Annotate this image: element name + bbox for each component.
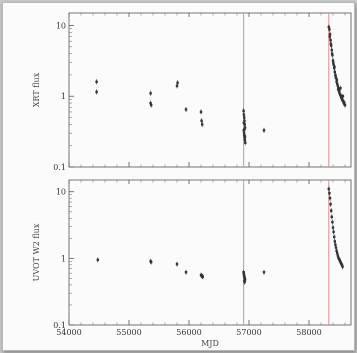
top-data-point xyxy=(199,110,203,114)
top-data-point xyxy=(201,123,204,126)
bottom-xtick-label: 56000 xyxy=(176,328,201,337)
top-data-point xyxy=(243,123,246,126)
top-data-point xyxy=(342,101,346,104)
top-data-point xyxy=(339,86,342,90)
top-panel-frame xyxy=(68,12,352,168)
bottom-data-point xyxy=(338,258,341,262)
bottom-ytick-label: 0.1 xyxy=(53,321,66,330)
top-ytick-label: 0.1 xyxy=(53,163,66,172)
bottom-data-point xyxy=(330,209,333,212)
top-data-point xyxy=(343,103,347,107)
bottom-data-point xyxy=(242,271,245,275)
top-data-point xyxy=(149,92,152,95)
figure-frame: 0.1 1 10 XRT flux 0.1 1 10 54000 55000 56000 57000… xyxy=(2,2,355,351)
top-data-point xyxy=(243,135,247,138)
bottom-xlabel: MJD xyxy=(201,339,219,348)
top-data-point xyxy=(338,90,341,94)
top-data-point xyxy=(243,128,246,131)
top-data-point xyxy=(327,25,330,29)
bottom-data-point xyxy=(335,249,338,252)
bottom-data-point xyxy=(328,192,331,195)
top-ylabel: XRT flux xyxy=(32,72,41,107)
bottom-data-point xyxy=(243,280,246,284)
top-data-point xyxy=(244,141,247,144)
bottom-data-point xyxy=(332,230,335,234)
top-data-point xyxy=(150,103,153,107)
top-data-point xyxy=(328,35,331,38)
bottom-data-point xyxy=(242,274,246,278)
top-data-point xyxy=(176,81,179,84)
bottom-data-point xyxy=(333,235,336,239)
lightcurve-figure: 0.1 1 10 XRT flux 0.1 1 10 54000 55000 56000 57000… xyxy=(32,12,352,348)
bottom-data-point xyxy=(243,278,247,281)
bottom-data-point xyxy=(150,260,153,264)
bottom-data-point xyxy=(331,226,335,229)
bottom-xtick-label: 54000 xyxy=(56,328,81,337)
top-data-point xyxy=(339,93,342,96)
top-data-point xyxy=(95,90,98,94)
bottom-data-point xyxy=(331,220,334,224)
bottom-data-point xyxy=(201,275,204,278)
top-data-point xyxy=(329,38,332,42)
bottom-data-point xyxy=(333,240,336,243)
bottom-data-point xyxy=(336,254,339,257)
top-data-point xyxy=(200,119,203,122)
top-data-point xyxy=(341,95,345,98)
top-data-point xyxy=(330,52,334,55)
bottom-data-point xyxy=(96,258,99,262)
top-data-point xyxy=(243,126,247,129)
top-data-point xyxy=(335,78,339,82)
bottom-xtick-label: 55000 xyxy=(116,328,141,337)
bottom-data-point xyxy=(339,261,342,264)
bottom-data-point xyxy=(243,279,246,283)
bottom-ytick-label: 10 xyxy=(56,188,66,197)
bottom-data-point xyxy=(329,202,332,206)
top-data-point xyxy=(336,84,339,88)
bottom-panel-frame xyxy=(68,179,352,326)
top-data-point xyxy=(243,116,246,119)
bottom-data-point xyxy=(327,187,330,191)
top-data-point xyxy=(333,65,336,69)
top-data-point xyxy=(336,88,340,91)
top-data-point xyxy=(242,113,246,116)
top-data-point xyxy=(242,121,246,125)
bottom-ytick-label: 1 xyxy=(61,254,66,263)
bottom-data-point xyxy=(336,251,339,255)
bottom-xtick-label: 57000 xyxy=(236,328,261,337)
bottom-data-point xyxy=(262,271,266,274)
bottom-data-point xyxy=(330,215,333,219)
top-data-point xyxy=(329,42,333,46)
top-data-point xyxy=(242,109,245,113)
top-data-point xyxy=(330,48,333,52)
top-ytick-label: 10 xyxy=(56,21,66,30)
bottom-data-point xyxy=(334,246,338,249)
top-data-point xyxy=(332,61,335,64)
top-data-point xyxy=(95,80,98,83)
bottom-data-point xyxy=(341,265,344,268)
top-data-point xyxy=(243,119,246,122)
top-ytick-label: 1 xyxy=(61,92,66,101)
top-data-point xyxy=(184,108,188,111)
bottom-data-point xyxy=(328,196,332,200)
top-data-point xyxy=(175,84,179,88)
bottom-data-point xyxy=(339,260,342,263)
top-data-point xyxy=(336,82,339,85)
top-data-point xyxy=(243,138,247,142)
top-data-point xyxy=(149,101,152,105)
bottom-data-point xyxy=(184,271,188,274)
top-data-point xyxy=(333,70,336,74)
top-data-point xyxy=(334,75,337,78)
bottom-data-point xyxy=(340,263,344,267)
top-data-point xyxy=(262,129,266,132)
bottom-xtick-label: 58000 xyxy=(296,328,321,337)
bottom-ylabel: UVOT W2 flux xyxy=(32,223,41,281)
top-data-point xyxy=(328,28,331,31)
bottom-data-point xyxy=(334,243,337,246)
bottom-data-point xyxy=(175,262,179,266)
